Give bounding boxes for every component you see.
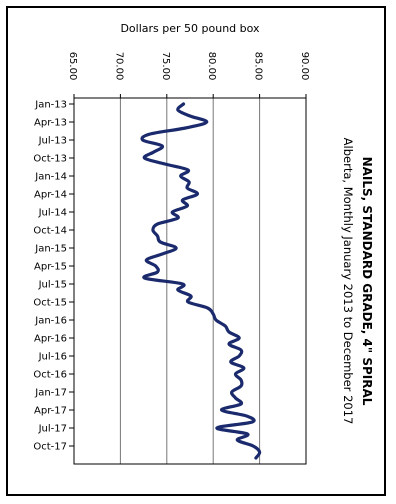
time-tick-label: Jul-14: [38, 208, 67, 219]
time-tick-label: Jan-17: [34, 388, 67, 399]
value-tick-label: 65.00: [67, 52, 78, 81]
grid-lines: [119, 98, 261, 464]
time-tick-label: Apr-16: [34, 334, 67, 345]
value-tick-label: 75.00: [160, 52, 171, 81]
value-tick-label: 80.00: [206, 52, 217, 81]
time-tick-label: Jul-15: [38, 280, 67, 291]
chart-subtitle: Alberta, Monthly January 2013 to Decembe…: [341, 138, 355, 425]
time-tick-label: Oct-16: [33, 370, 67, 381]
time-tick-label: Jul-17: [38, 424, 67, 435]
time-tick-label: Apr-14: [34, 190, 67, 201]
time-tick-label: Apr-17: [34, 406, 67, 417]
value-axis: 65.00 70.00 75.00 80.00 85.00 90.00: [67, 52, 310, 98]
time-tick-label: Oct-15: [33, 298, 67, 309]
chart-title: NAILS, STANDARD GRADE, 4" SPIRAL: [360, 157, 374, 406]
time-tick-label: Jul-16: [38, 352, 67, 363]
time-tick-label: Jul-13: [38, 136, 67, 147]
time-axis: Jan-13 Apr-13 Jul-13 Oct-13 Jan-14 Apr-14 Jul-…: [33, 100, 74, 453]
time-tick-label: Apr-15: [34, 262, 67, 273]
value-tick-label: 90.00: [299, 52, 310, 81]
time-tick-label: Jan-16: [34, 316, 67, 327]
time-tick-label: Oct-14: [33, 226, 67, 237]
time-tick-label: Oct-17: [33, 442, 67, 453]
value-tick-label: 70.00: [113, 52, 124, 81]
time-tick-label: Jan-13: [34, 100, 67, 111]
chart: 65.00 70.00 75.00 80.00 85.00 90.00 Jan-13 Apr…: [33, 22, 374, 465]
time-tick-label: Jan-14: [34, 172, 67, 183]
series-line-nails-price: [140, 102, 262, 460]
time-tick-label: Apr-13: [34, 118, 67, 129]
plot-area: [73, 97, 307, 465]
time-tick-label: Jan-15: [34, 244, 67, 255]
value-tick-label: 85.00: [253, 52, 264, 81]
chart-frame: 65.00 70.00 75.00 80.00 85.00 90.00 Jan-13 Apr…: [6, 6, 386, 496]
time-tick-label: Oct-13: [33, 154, 67, 165]
value-axis-title: Dollars per 50 pound box: [120, 22, 260, 35]
